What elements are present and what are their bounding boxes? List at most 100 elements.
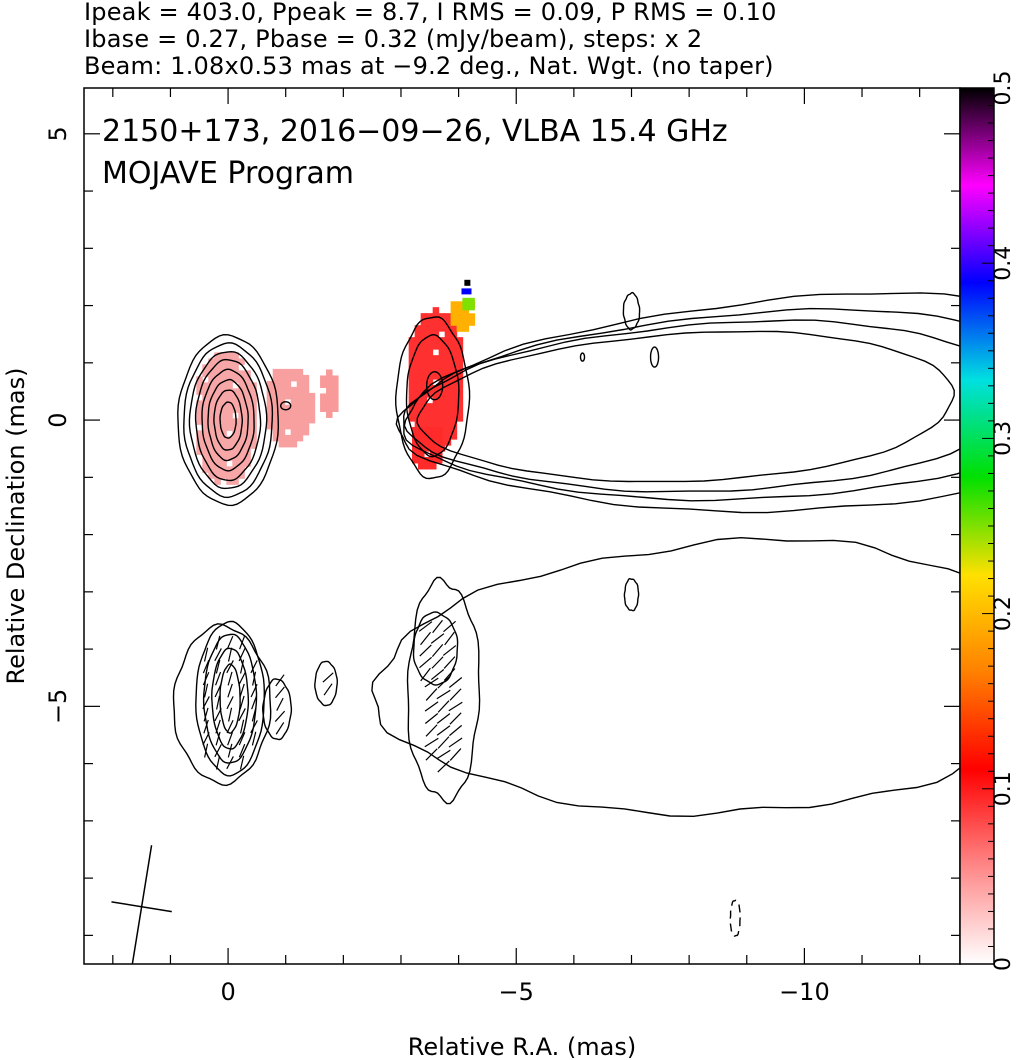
fpol-pixel	[220, 358, 227, 365]
fpol-pixel	[414, 379, 422, 386]
fpol-pixel	[450, 403, 458, 410]
fpol-pixel	[450, 433, 458, 440]
fpol-pixel	[332, 393, 339, 400]
fpol-pixel	[226, 436, 233, 443]
fpol-pixel	[202, 370, 209, 377]
fpol-pixel	[326, 375, 333, 382]
fpol-pixel	[226, 406, 233, 413]
fpol-pixel	[436, 438, 443, 446]
fpol-pixel	[302, 410, 310, 418]
fpol-pixel	[462, 307, 470, 314]
fpol-pixel	[438, 421, 446, 428]
fpol-pixel	[266, 422, 274, 430]
fpol-pixel	[436, 426, 443, 434]
fpol-pixel	[196, 406, 203, 413]
fpol-pixel	[420, 367, 428, 374]
fpol-pixel	[244, 454, 251, 461]
fpol-pixel	[250, 388, 257, 395]
fpol-pixel	[426, 313, 434, 320]
fpol-pixel	[438, 373, 446, 380]
evpa-tick	[448, 677, 463, 688]
fpol-pixel	[220, 370, 227, 377]
fpol-pixel	[432, 343, 440, 350]
fpol-pixel	[250, 442, 257, 449]
fpol-pixel	[220, 382, 227, 389]
fpol-pixel	[444, 379, 452, 386]
fpol-pixel	[238, 394, 245, 401]
fpol-pixel	[468, 297, 475, 305]
evpa-tick	[239, 719, 245, 734]
fpol-pixel	[226, 442, 233, 449]
fpol-pixel	[450, 349, 458, 356]
fpol-pixel	[326, 381, 333, 388]
evpa-tick	[215, 731, 221, 746]
evpa-tick	[436, 725, 451, 736]
colorbar-tick-label: 0	[991, 957, 1016, 971]
fpol-pixel	[426, 385, 434, 392]
fpol-pixel	[202, 454, 209, 461]
fpol-pixel	[444, 361, 452, 368]
fpol-pixel	[436, 456, 443, 464]
colorbar-tick-label: 0.4	[991, 246, 1016, 281]
fpol-pixel	[430, 462, 437, 470]
fpol-pixel	[238, 442, 245, 449]
fpol-pixel	[202, 424, 209, 431]
fpol-pixel	[226, 454, 233, 461]
fpol-pixel	[426, 325, 434, 332]
fpol-pixel	[302, 398, 310, 406]
fpol-pixel	[408, 337, 416, 344]
fpol-pixel	[214, 400, 221, 407]
fpol-pixel	[220, 424, 227, 431]
fpol-pixel	[432, 367, 440, 374]
fpol-pixel	[456, 313, 464, 320]
fpol-pixel	[272, 380, 280, 388]
evpa-tick	[443, 668, 456, 681]
fpol-pixel	[196, 400, 203, 407]
jet-envelope-contour	[416, 330, 955, 483]
plot-frame	[83, 87, 961, 965]
evpa-tick	[238, 648, 246, 662]
fpol-pixel	[232, 364, 239, 371]
chart-title-line-1: 2150+173, 2016−09−26, VLBA 15.4 GHz	[102, 114, 728, 149]
fpol-pixel	[214, 454, 221, 461]
component-contour	[405, 333, 460, 458]
fpol-pixel	[238, 382, 245, 389]
fpol-pixel	[296, 380, 304, 388]
evpa-tick	[424, 713, 439, 724]
fpol-pixel	[296, 416, 304, 424]
fpol-pixel	[308, 410, 316, 418]
evpa-tick	[203, 719, 209, 734]
fpol-pixel	[456, 403, 464, 410]
component-contour	[394, 316, 471, 480]
fpol-pixel	[214, 376, 221, 383]
fpol-pixel	[418, 462, 425, 470]
fpol-pixel	[244, 436, 251, 443]
fpol-pixel	[456, 385, 464, 392]
fpol-pixel	[238, 400, 245, 407]
fpol-pixel	[444, 421, 452, 428]
fpol-knot-region	[320, 369, 339, 418]
evpa-tick	[203, 707, 209, 722]
fpol-pixel	[432, 373, 440, 380]
fpol-pixel	[272, 374, 280, 382]
fpol-pixel	[444, 427, 452, 434]
fpol-pixel	[278, 440, 286, 448]
colorbar-tick-label: 0.5	[991, 71, 1016, 106]
fpol-pixel	[208, 472, 215, 479]
fpol-pixel	[244, 400, 251, 407]
fpol-pixel	[326, 411, 333, 418]
fpol-pixel	[424, 462, 431, 470]
fpol-pixel	[426, 343, 434, 350]
fpol-pixel	[232, 376, 239, 383]
evpa-tick	[215, 659, 221, 674]
fpol-pixel	[412, 432, 419, 440]
fpol-pixel	[238, 358, 245, 365]
fpol-pixel	[430, 450, 437, 458]
noise-island-contour	[623, 577, 640, 612]
evpa-tick	[226, 660, 234, 674]
fpol-pixel	[284, 440, 292, 448]
fpol-pixel	[326, 387, 333, 394]
evpa-tick	[425, 688, 438, 701]
fpol-pixel	[220, 364, 227, 371]
